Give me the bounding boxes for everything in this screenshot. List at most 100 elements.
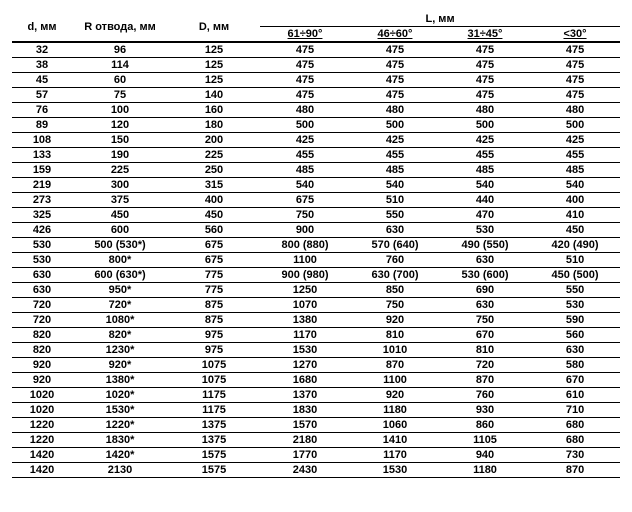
table-cell: 775: [168, 283, 260, 298]
table-cell: 120: [72, 118, 168, 133]
table-cell: 470: [440, 208, 530, 223]
table-cell: 325: [12, 208, 72, 223]
table-cell: 930: [440, 403, 530, 418]
table-cell: 540: [350, 178, 440, 193]
table-row: 159225250485485485485: [12, 163, 620, 178]
table-cell: 150: [72, 133, 168, 148]
table-cell: 630: [12, 268, 72, 283]
table-cell: 2130: [72, 463, 168, 478]
table-cell: 1230*: [72, 343, 168, 358]
table-cell: 875: [168, 313, 260, 328]
table-cell: 975: [168, 328, 260, 343]
table-cell: 875: [168, 298, 260, 313]
table-cell: 870: [350, 358, 440, 373]
table-cell: 45: [12, 73, 72, 88]
table-row: 3296125475475475475: [12, 42, 620, 58]
data-table: d, мм R отвода, мм D, мм L, мм 61÷90° 46…: [12, 12, 620, 478]
table-cell: 425: [440, 133, 530, 148]
table-cell: 455: [440, 148, 530, 163]
table-cell: 1250: [260, 283, 350, 298]
table-cell: 530: [440, 223, 530, 238]
table-row: 273375400675510440400: [12, 193, 620, 208]
table-cell: 560: [530, 328, 620, 343]
table-cell: 775: [168, 268, 260, 283]
table-cell: 870: [530, 463, 620, 478]
table-row: 9201380*107516801100870670: [12, 373, 620, 388]
table-cell: 200: [168, 133, 260, 148]
table-cell: 530: [12, 238, 72, 253]
table-row: 8201230*97515301010810630: [12, 343, 620, 358]
table-cell: 114: [72, 58, 168, 73]
table-cell: 410: [530, 208, 620, 223]
table-cell: 96: [72, 42, 168, 58]
table-row: 108150200425425425425: [12, 133, 620, 148]
table-cell: 1075: [168, 358, 260, 373]
table-cell: 570 (640): [350, 238, 440, 253]
table-cell: 530 (600): [440, 268, 530, 283]
table-cell: 475: [530, 73, 620, 88]
table-cell: 2430: [260, 463, 350, 478]
table-cell: 610: [530, 388, 620, 403]
table-cell: 1100: [350, 373, 440, 388]
table-cell: 920: [350, 313, 440, 328]
table-cell: 680: [530, 418, 620, 433]
table-cell: 450: [530, 223, 620, 238]
table-cell: 920: [12, 358, 72, 373]
table-cell: 510: [350, 193, 440, 208]
table-cell: 485: [260, 163, 350, 178]
table-cell: 375: [72, 193, 168, 208]
table-cell: 540: [440, 178, 530, 193]
table-cell: 580: [530, 358, 620, 373]
table-cell: 900 (980): [260, 268, 350, 283]
table-cell: 159: [12, 163, 72, 178]
table-cell: 540: [260, 178, 350, 193]
table-cell: 920: [12, 373, 72, 388]
table-cell: 475: [260, 73, 350, 88]
table-cell: 810: [440, 343, 530, 358]
table-cell: 975: [168, 343, 260, 358]
table-cell: 1175: [168, 388, 260, 403]
table-cell: 720*: [72, 298, 168, 313]
table-row: 4560125475475475475: [12, 73, 620, 88]
table-cell: 810: [350, 328, 440, 343]
table-cell: 720: [12, 313, 72, 328]
table-cell: 500: [440, 118, 530, 133]
table-cell: 475: [350, 58, 440, 73]
table-cell: 730: [530, 448, 620, 463]
table-row: 920920*10751270870720580: [12, 358, 620, 373]
table-cell: 475: [530, 42, 620, 58]
table-cell: 32: [12, 42, 72, 58]
table-cell: 820*: [72, 328, 168, 343]
table-cell: 530: [12, 253, 72, 268]
table-cell: 1575: [168, 463, 260, 478]
table-cell: 850: [350, 283, 440, 298]
table-cell: 475: [530, 58, 620, 73]
table-cell: 800*: [72, 253, 168, 268]
table-cell: 475: [260, 42, 350, 58]
table-cell: 1410: [350, 433, 440, 448]
table-cell: 550: [350, 208, 440, 223]
table-cell: 500 (530*): [72, 238, 168, 253]
table-cell: 1175: [168, 403, 260, 418]
table-cell: 273: [12, 193, 72, 208]
table-cell: 426: [12, 223, 72, 238]
table-cell: 630: [440, 253, 530, 268]
table-cell: 1220*: [72, 418, 168, 433]
table-cell: 1060: [350, 418, 440, 433]
table-cell: 250: [168, 163, 260, 178]
table-cell: 1370: [260, 388, 350, 403]
table-row: 7201080*8751380920750590: [12, 313, 620, 328]
table-cell: 1530: [260, 343, 350, 358]
table-cell: 125: [168, 42, 260, 58]
table-cell: 475: [350, 88, 440, 103]
table-cell: 475: [440, 88, 530, 103]
table-cell: 475: [350, 42, 440, 58]
table-cell: 60: [72, 73, 168, 88]
table-cell: 600 (630*): [72, 268, 168, 283]
table-cell: 1075: [168, 373, 260, 388]
table-cell: 425: [350, 133, 440, 148]
table-cell: 1020*: [72, 388, 168, 403]
table-cell: 450 (500): [530, 268, 620, 283]
table-cell: 1220: [12, 418, 72, 433]
table-cell: 450: [168, 208, 260, 223]
